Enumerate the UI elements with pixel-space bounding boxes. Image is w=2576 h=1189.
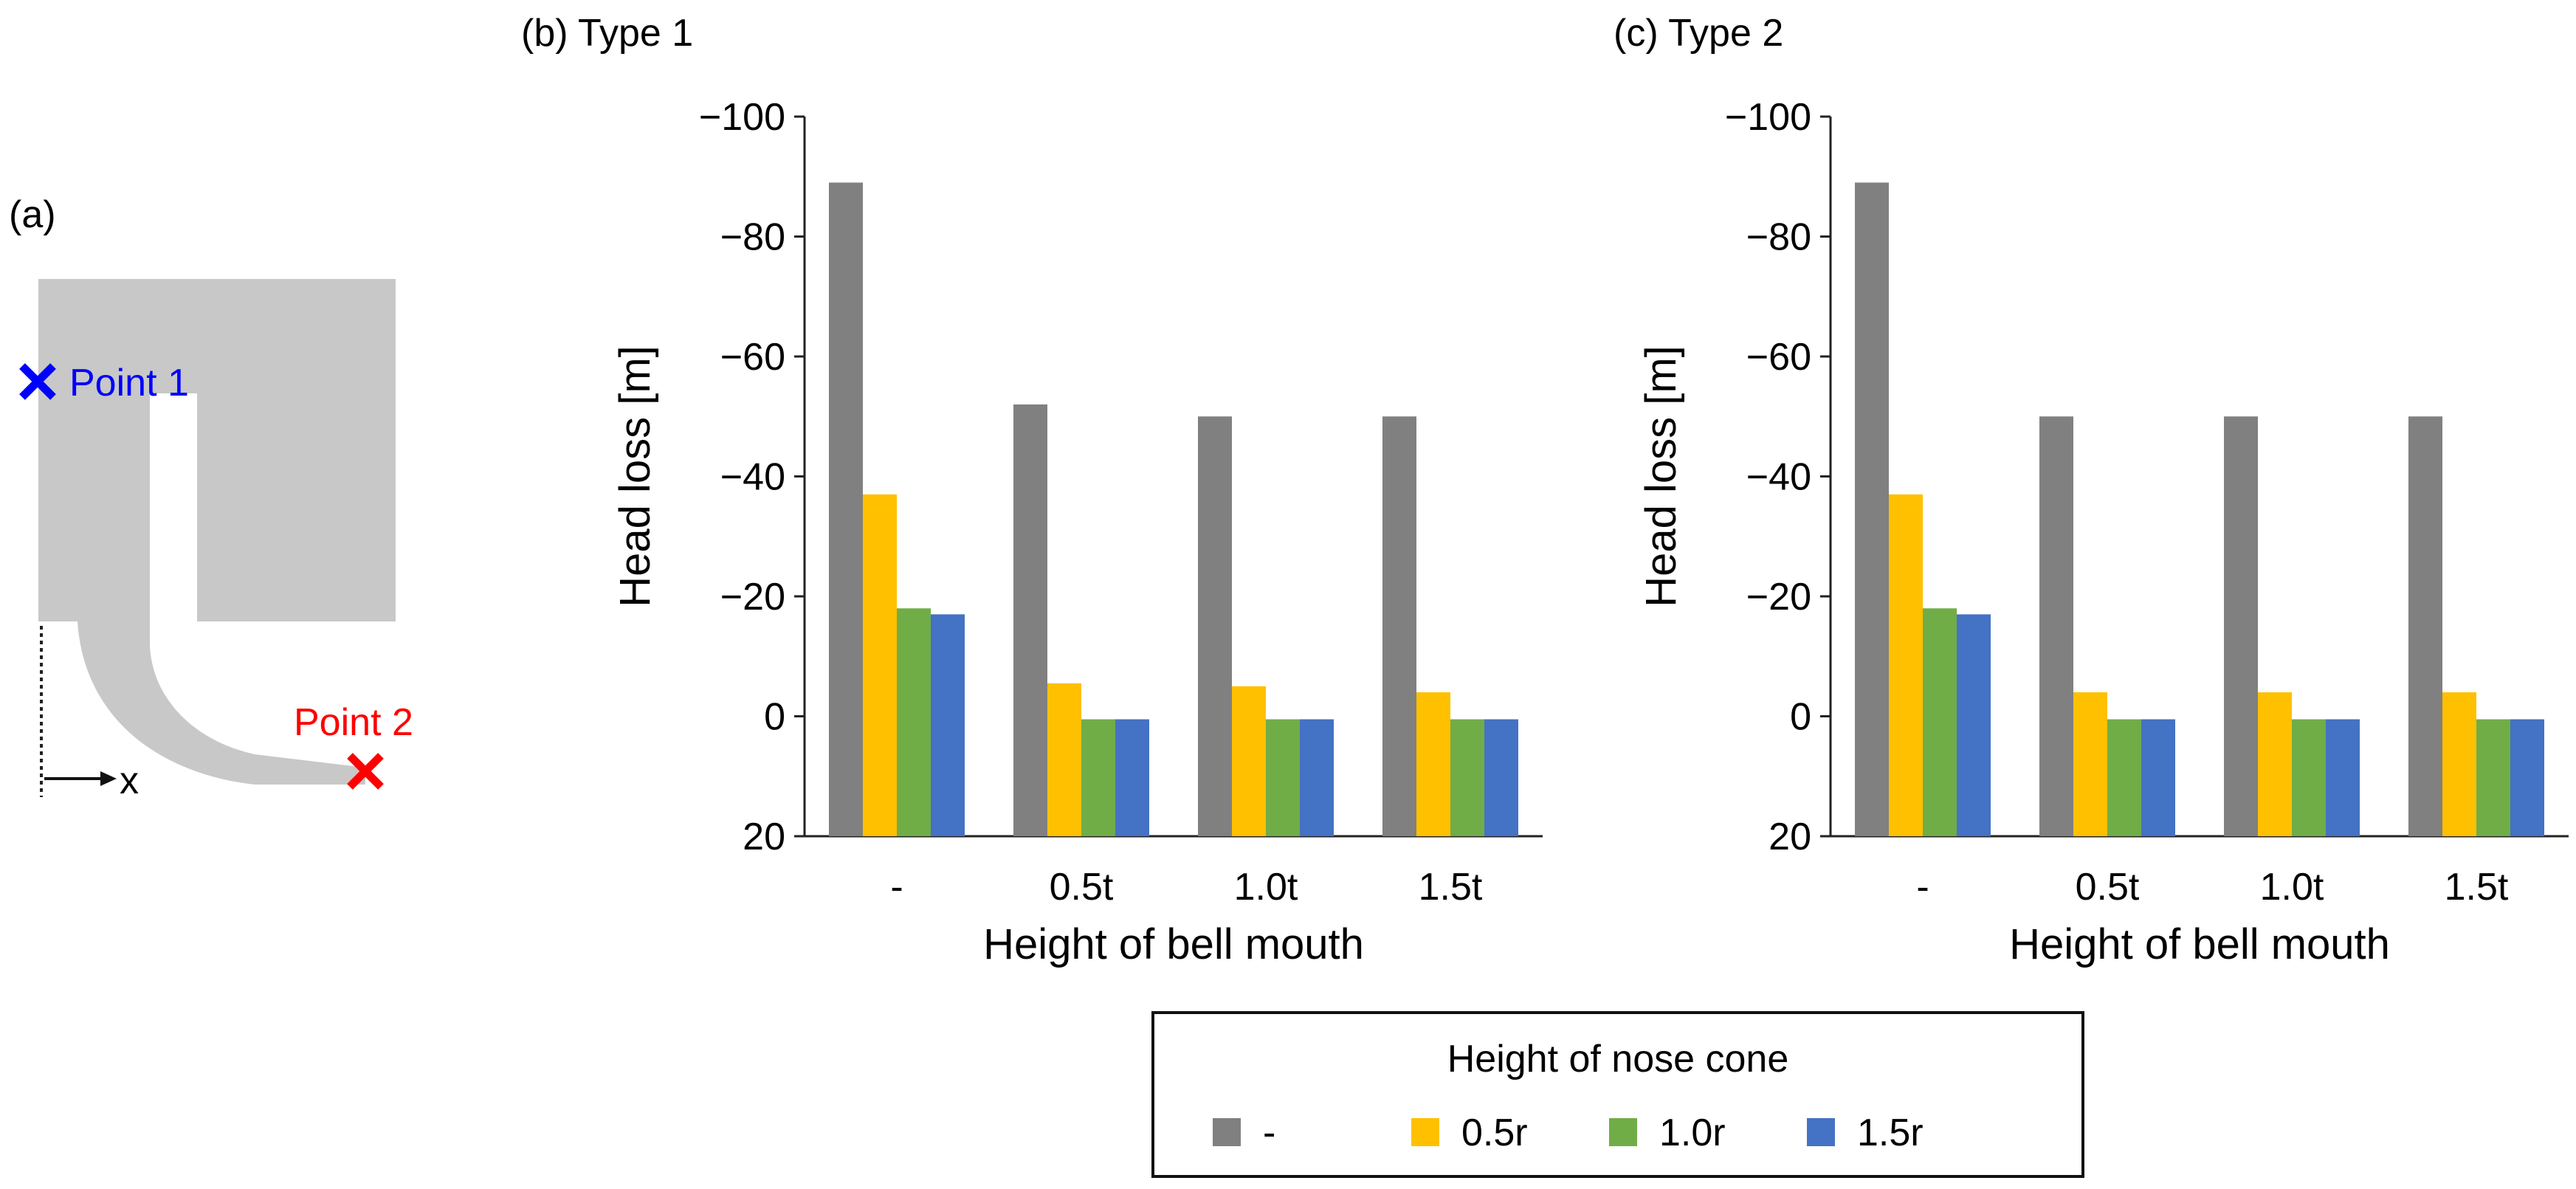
y-tick-label: −100 [1725,96,1811,139]
bar---10t [1198,416,1232,836]
bar---- [829,182,863,836]
y-axis-title: Head loss [m] [611,345,659,607]
legend-entry-label: - [1263,1112,1275,1154]
chart-panel-label: (b) Type 1 [521,12,693,55]
bar-10r-10t [2292,719,2326,836]
bar-10r-15t [2476,719,2510,836]
bar-10r-05t [2107,719,2141,836]
bar-10r-15t [1450,719,1484,836]
bar---05t [1013,404,1047,836]
y-tick-label: −80 [720,216,785,259]
y-tick-label: −60 [1746,336,1811,379]
bar---05t [2039,416,2073,836]
legend-box [1151,1011,2084,1178]
bar-15r-- [931,614,965,836]
diagram-panel: (a) x Point 1 Point 2 [9,193,413,802]
bar-05r-- [863,494,897,836]
chart-type2: (c) Type 2 −100 −80 −60 −40 −20 0 20 Head loss [… [1614,12,2569,968]
legend-swatch-1 [1411,1118,1439,1146]
x-tick-label: 1.5t [1419,866,1483,909]
x-axis-arrow-icon [100,771,117,786]
bar-05r-10t [1232,686,1266,836]
bar-10r-- [897,608,931,836]
x-tick-label: 0.5t [2076,866,2140,909]
bar-05r-05t [1047,683,1081,836]
bar-10r-- [1923,608,1957,836]
legend-entry-label: 1.0r [1659,1112,1726,1154]
channel-shape [38,279,396,785]
y-tick-label: −40 [720,456,785,499]
point1-label: Point 1 [69,362,189,404]
y-tick-label: −20 [720,576,785,618]
y-tick-label: 20 [743,816,785,858]
bar-15r-10t [2326,719,2360,836]
bar-05r-- [1889,494,1923,836]
bar-10r-05t [1081,719,1115,836]
y-tick-label: 0 [1790,696,1811,739]
x-tick-label: 1.5t [2445,866,2509,909]
bar-15r-05t [2141,719,2175,836]
bar-15r-05t [1115,719,1149,836]
bar-15r-- [1957,614,1991,836]
y-axis-title: Head loss [m] [1637,345,1685,607]
x-tick-label: 1.0t [2260,866,2324,909]
point2-marker-icon [347,753,384,790]
legend: Height of nose cone - 0.5r 1.0r 1.5r [1151,1011,2084,1178]
bar---15t [1382,416,1416,836]
x-axis-title: Height of bell mouth [983,920,1364,968]
bar-15r-15t [2510,719,2544,836]
bar-15r-15t [1484,719,1518,836]
y-tick-label: −80 [1746,216,1811,259]
y-tick-label: −60 [720,336,785,379]
bar---- [1855,182,1889,836]
y-tick-label: 0 [764,696,785,739]
x-axis-label: x [120,759,139,802]
x-axis-title: Height of bell mouth [2009,920,2390,968]
chart-panel-label: (c) Type 2 [1614,12,1783,55]
bar---15t [2408,416,2442,836]
legend-swatch-2 [1609,1118,1637,1146]
y-tick-label: −40 [1746,456,1811,499]
bar-05r-15t [1416,692,1450,836]
legend-title: Height of nose cone [1447,1038,1789,1081]
diagram-panel-label: (a) [9,193,56,236]
bar-05r-10t [2258,692,2292,836]
y-tick-label: −20 [1746,576,1811,618]
bar-05r-15t [2442,692,2476,836]
bar-05r-05t [2073,692,2107,836]
legend-entry-label: 0.5r [1461,1112,1528,1154]
y-tick-label: −100 [699,96,785,139]
point2-label: Point 2 [294,701,413,744]
legend-swatch-0 [1213,1118,1241,1146]
bar---10t [2224,416,2258,836]
bar-15r-10t [1300,719,1334,836]
x-tick-label: 0.5t [1050,866,1114,909]
x-tick-label: - [890,866,903,909]
point1-marker-icon [19,363,56,400]
legend-swatch-3 [1807,1118,1835,1146]
x-tick-label: 1.0t [1234,866,1298,909]
y-tick-label: 20 [1769,816,1811,858]
chart-type1: (b) Type 1−100 −80 −60 −40 −20 0 20 Head loss [… [521,12,1543,968]
bar-10r-10t [1266,719,1300,836]
x-tick-label: - [1916,866,1929,909]
legend-entry-label: 1.5r [1857,1112,1924,1154]
